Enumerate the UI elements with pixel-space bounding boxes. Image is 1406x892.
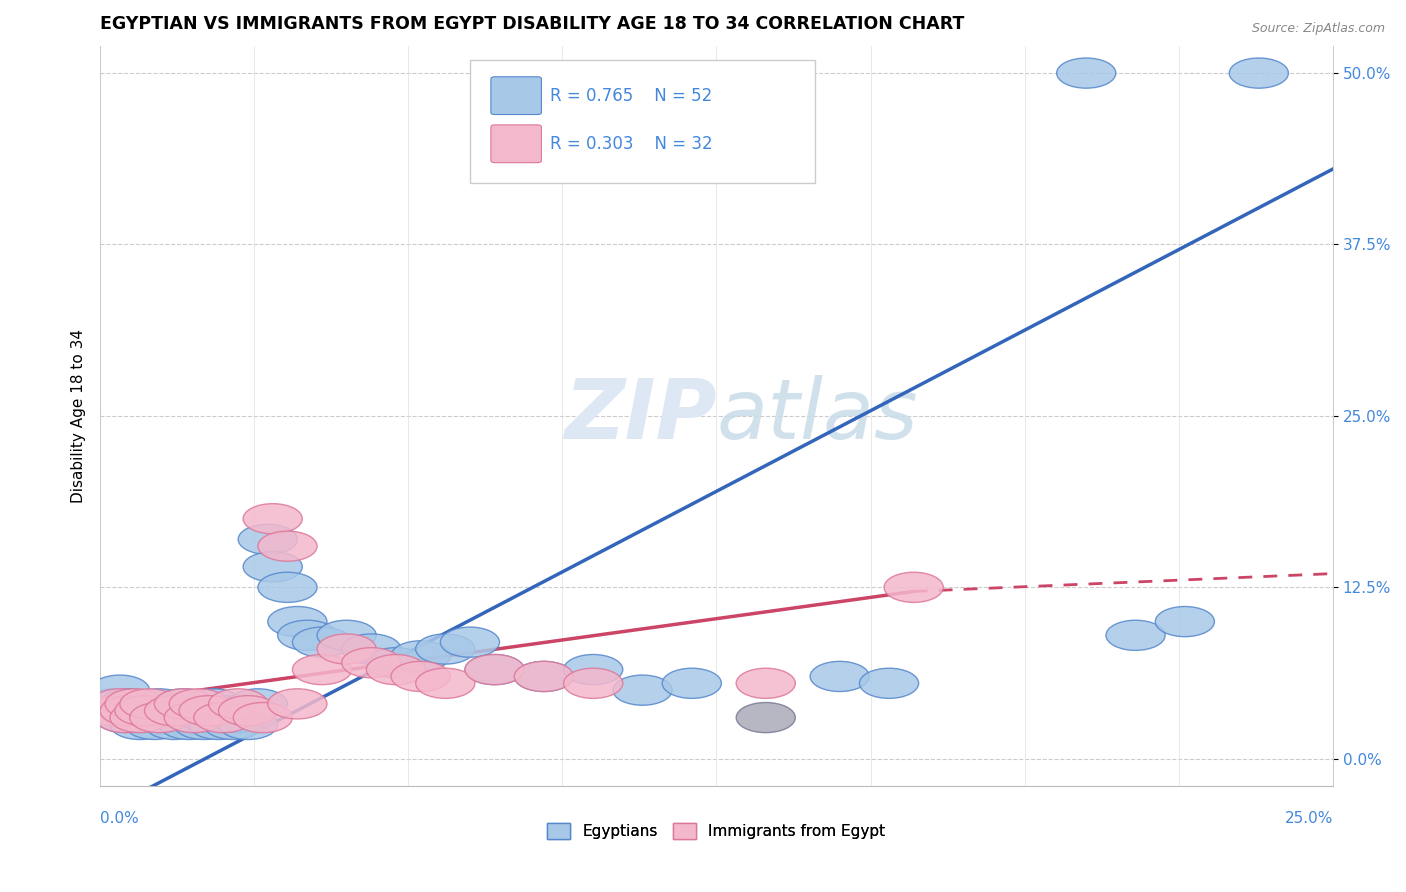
Ellipse shape	[214, 696, 273, 726]
Ellipse shape	[110, 709, 169, 739]
Ellipse shape	[367, 655, 426, 685]
Ellipse shape	[1229, 58, 1288, 88]
FancyBboxPatch shape	[491, 125, 541, 162]
Text: Source: ZipAtlas.com: Source: ZipAtlas.com	[1251, 22, 1385, 36]
Ellipse shape	[515, 661, 574, 691]
Ellipse shape	[342, 634, 401, 665]
Ellipse shape	[90, 689, 149, 719]
Ellipse shape	[737, 703, 796, 732]
Ellipse shape	[135, 703, 194, 732]
Ellipse shape	[174, 709, 233, 739]
Text: 25.0%: 25.0%	[1285, 811, 1333, 826]
Ellipse shape	[184, 689, 243, 719]
Ellipse shape	[120, 696, 179, 726]
Ellipse shape	[105, 696, 165, 726]
Ellipse shape	[100, 696, 159, 726]
Text: EGYPTIAN VS IMMIGRANTS FROM EGYPT DISABILITY AGE 18 TO 34 CORRELATION CHART: EGYPTIAN VS IMMIGRANTS FROM EGYPT DISABI…	[100, 15, 965, 33]
Ellipse shape	[465, 655, 524, 685]
Text: atlas: atlas	[717, 376, 918, 457]
Ellipse shape	[145, 696, 204, 726]
Ellipse shape	[367, 648, 426, 678]
Ellipse shape	[179, 703, 238, 732]
Ellipse shape	[737, 668, 796, 698]
Ellipse shape	[129, 703, 188, 732]
Ellipse shape	[155, 689, 214, 719]
Ellipse shape	[208, 689, 267, 719]
Ellipse shape	[208, 703, 267, 732]
Ellipse shape	[391, 661, 450, 691]
Ellipse shape	[115, 696, 174, 726]
Ellipse shape	[159, 709, 218, 739]
Ellipse shape	[179, 696, 238, 726]
Ellipse shape	[613, 675, 672, 706]
Ellipse shape	[194, 696, 253, 726]
Ellipse shape	[277, 620, 337, 650]
Ellipse shape	[257, 573, 318, 602]
Ellipse shape	[233, 703, 292, 732]
Ellipse shape	[218, 709, 277, 739]
Ellipse shape	[204, 709, 263, 739]
FancyBboxPatch shape	[470, 61, 815, 183]
Ellipse shape	[238, 524, 297, 555]
Text: R = 0.765    N = 52: R = 0.765 N = 52	[550, 87, 713, 105]
Ellipse shape	[86, 689, 145, 719]
Ellipse shape	[115, 703, 174, 732]
Ellipse shape	[810, 661, 869, 691]
Ellipse shape	[391, 640, 450, 671]
Ellipse shape	[198, 703, 257, 732]
Y-axis label: Disability Age 18 to 34: Disability Age 18 to 34	[72, 329, 86, 503]
Ellipse shape	[165, 703, 224, 732]
Ellipse shape	[169, 689, 228, 719]
Ellipse shape	[149, 703, 208, 732]
Ellipse shape	[120, 689, 179, 719]
Ellipse shape	[267, 689, 328, 719]
FancyBboxPatch shape	[491, 77, 541, 114]
Ellipse shape	[110, 703, 169, 732]
Ellipse shape	[465, 655, 524, 685]
Ellipse shape	[243, 551, 302, 582]
Ellipse shape	[292, 655, 352, 685]
Text: ZIP: ZIP	[564, 376, 717, 457]
Ellipse shape	[139, 696, 198, 726]
Ellipse shape	[662, 668, 721, 698]
Ellipse shape	[292, 627, 352, 657]
Ellipse shape	[859, 668, 918, 698]
Ellipse shape	[125, 709, 184, 739]
Ellipse shape	[90, 675, 149, 706]
Ellipse shape	[194, 703, 253, 732]
Text: 0.0%: 0.0%	[100, 811, 139, 826]
Ellipse shape	[416, 668, 475, 698]
Ellipse shape	[884, 573, 943, 602]
Text: R = 0.303    N = 32: R = 0.303 N = 32	[550, 136, 713, 153]
Ellipse shape	[1156, 607, 1215, 637]
Ellipse shape	[416, 634, 475, 665]
Ellipse shape	[1107, 620, 1166, 650]
Ellipse shape	[100, 689, 159, 719]
Ellipse shape	[318, 620, 377, 650]
Ellipse shape	[342, 648, 401, 678]
Ellipse shape	[129, 689, 188, 719]
Ellipse shape	[105, 689, 165, 719]
Ellipse shape	[515, 661, 574, 691]
Ellipse shape	[155, 689, 214, 719]
Ellipse shape	[257, 531, 318, 561]
Ellipse shape	[145, 709, 204, 739]
Ellipse shape	[165, 703, 224, 732]
Legend: Egyptians, Immigrants from Egypt: Egyptians, Immigrants from Egypt	[541, 817, 891, 845]
Ellipse shape	[564, 668, 623, 698]
Ellipse shape	[86, 696, 145, 726]
Ellipse shape	[318, 634, 377, 665]
Ellipse shape	[96, 703, 155, 732]
Ellipse shape	[564, 655, 623, 685]
Ellipse shape	[188, 709, 247, 739]
Ellipse shape	[267, 607, 328, 637]
Ellipse shape	[1057, 58, 1116, 88]
Ellipse shape	[228, 689, 287, 719]
Ellipse shape	[96, 703, 155, 732]
Ellipse shape	[243, 504, 302, 533]
Ellipse shape	[440, 627, 499, 657]
Ellipse shape	[218, 696, 277, 726]
Ellipse shape	[169, 696, 228, 726]
